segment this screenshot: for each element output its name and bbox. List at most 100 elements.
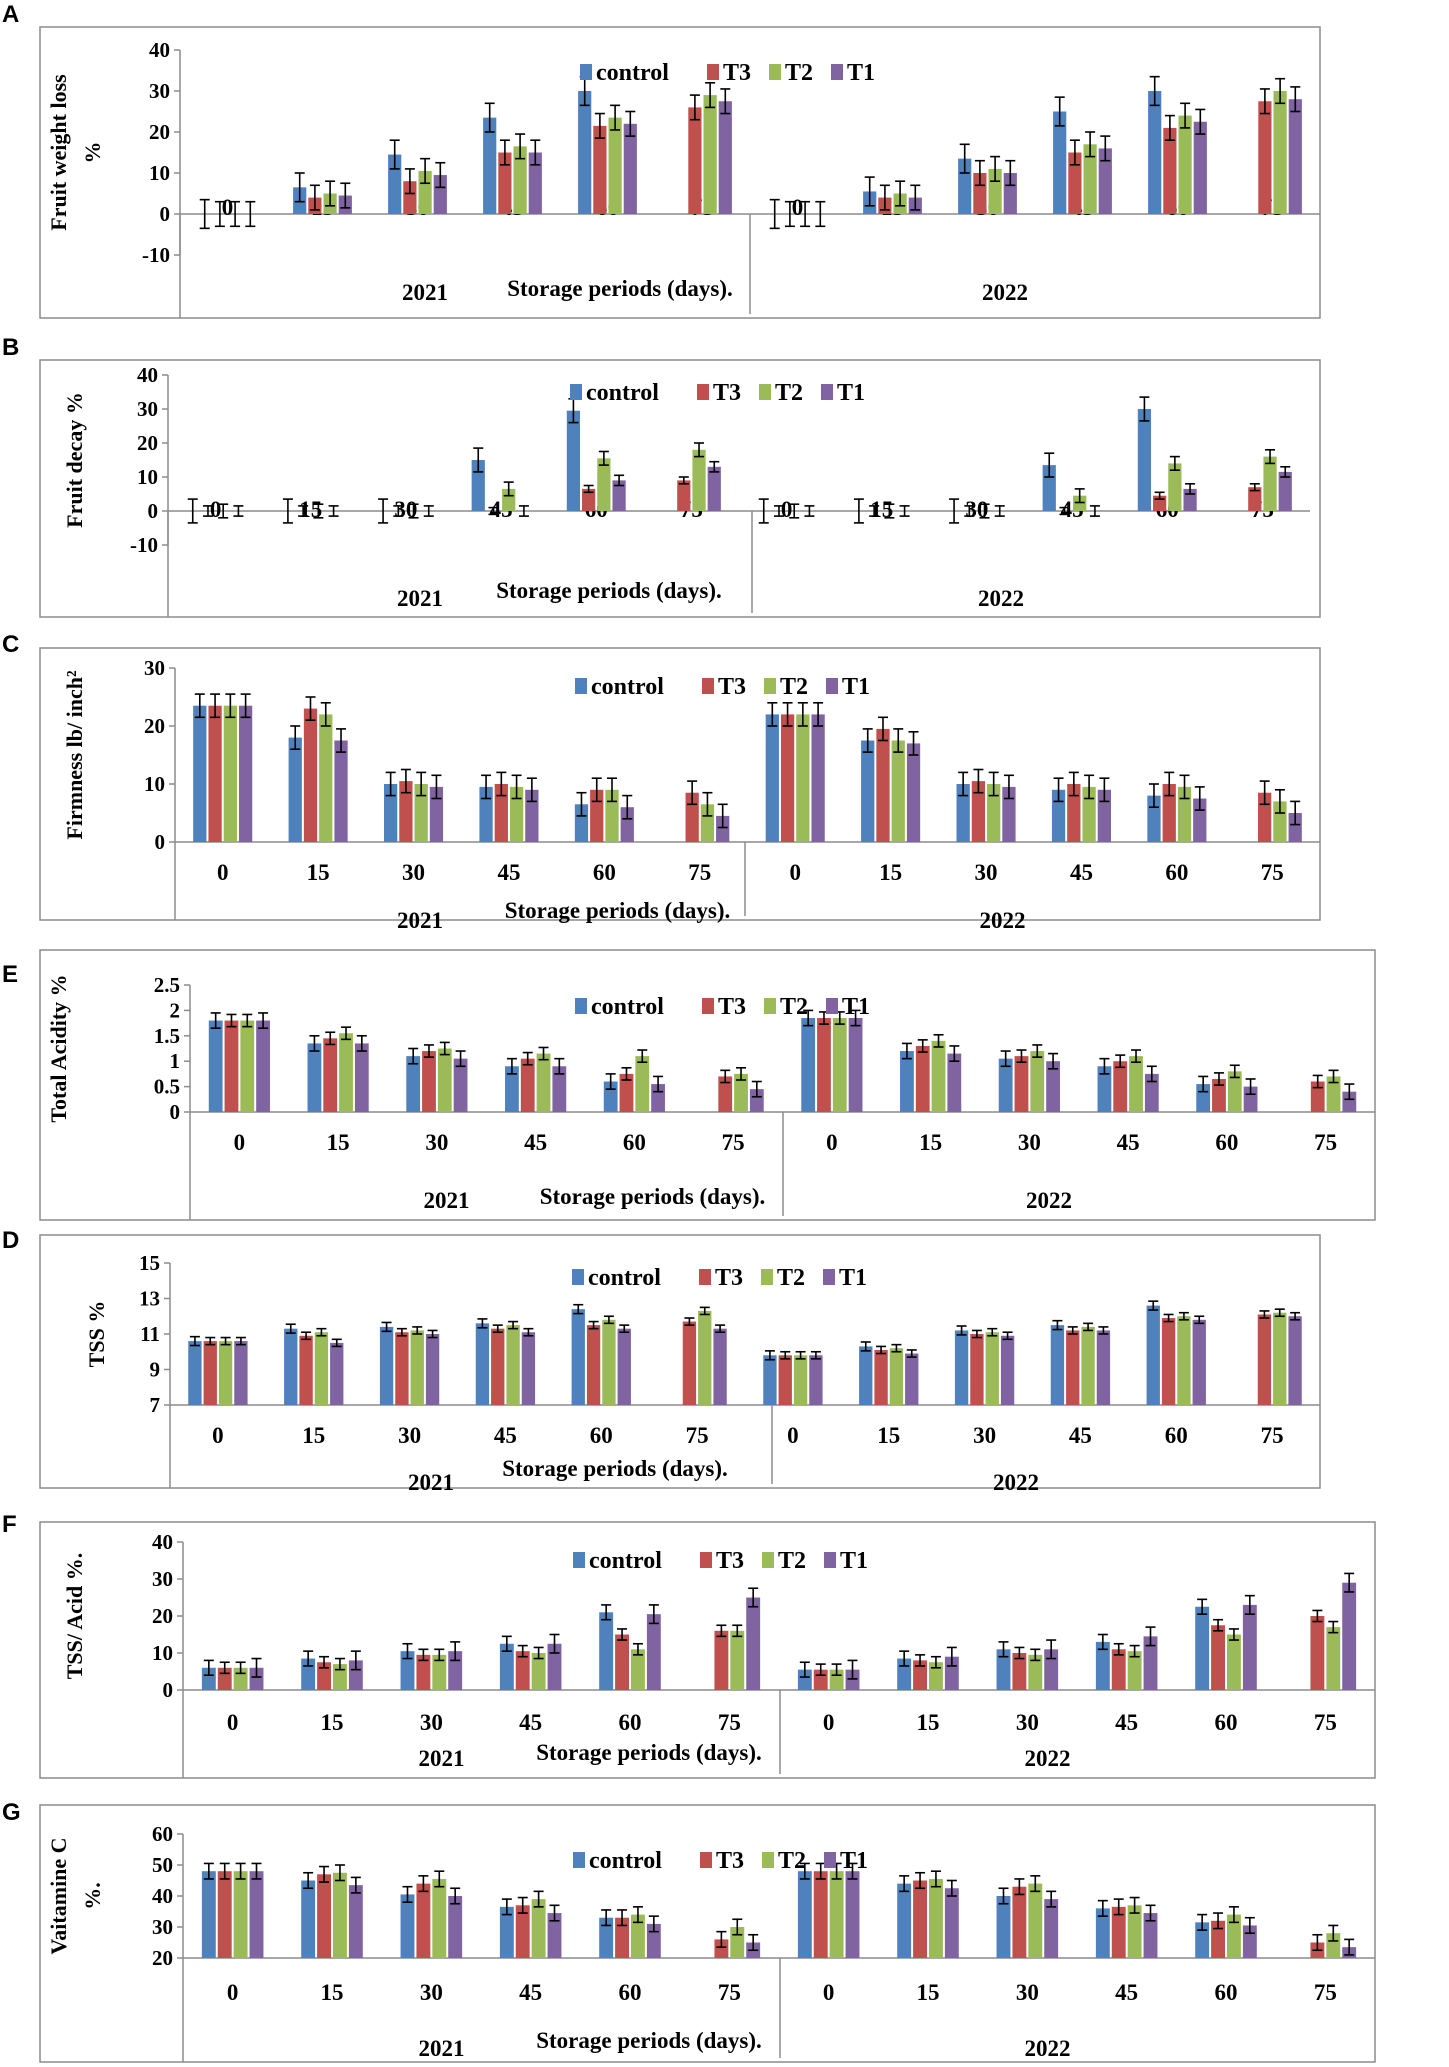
y-tick-label: 11 bbox=[140, 1322, 160, 1346]
bar-control bbox=[996, 1649, 1011, 1690]
year-label: 2022 bbox=[980, 908, 1026, 933]
bar-T2 bbox=[1326, 1933, 1341, 1958]
bar-T2 bbox=[1168, 463, 1182, 511]
x-axis-label: Storage periods (days). bbox=[536, 2028, 762, 2053]
legend-label: control bbox=[596, 60, 669, 86]
y-tick-label: 2 bbox=[170, 998, 181, 1022]
y-axis-label-text: %. bbox=[80, 1882, 105, 1910]
bar-T2 bbox=[536, 1053, 551, 1112]
bar-control bbox=[599, 1612, 614, 1690]
bar-T2 bbox=[891, 740, 905, 842]
bar-T3 bbox=[1310, 1081, 1325, 1112]
bar-T2 bbox=[597, 458, 611, 511]
bar-control bbox=[1195, 1606, 1210, 1690]
y-tick-label: 20 bbox=[144, 714, 165, 738]
bar-T3 bbox=[1012, 1653, 1027, 1690]
bar-T2 bbox=[631, 1914, 645, 1958]
bar-T2 bbox=[418, 170, 432, 214]
x-tick-label: 75 bbox=[1261, 860, 1284, 885]
x-tick-label: 30 bbox=[1018, 1130, 1041, 1155]
bar-T3 bbox=[217, 1871, 232, 1958]
legend-swatch-control bbox=[570, 384, 582, 400]
year-label: 2022 bbox=[1025, 1746, 1071, 1771]
y-axis-label: Fruit weight loss bbox=[46, 74, 71, 231]
bar-T1 bbox=[716, 815, 730, 842]
bar-T2 bbox=[1127, 1905, 1142, 1958]
x-tick-label: 60 bbox=[593, 860, 616, 885]
bar-T1 bbox=[547, 1643, 562, 1690]
legend-label: T2 bbox=[777, 1265, 805, 1291]
x-axis-label: Storage periods (days). bbox=[502, 1456, 728, 1481]
bar-T2 bbox=[502, 488, 516, 511]
legend-swatch-T3 bbox=[699, 1269, 711, 1285]
bar-control bbox=[505, 1066, 519, 1112]
chart-frame bbox=[39, 1804, 1376, 2063]
bar-T2 bbox=[531, 1653, 546, 1690]
bar-T2 bbox=[703, 95, 717, 214]
y-tick-label: 30 bbox=[144, 656, 165, 680]
legend-label: control bbox=[591, 674, 664, 700]
panel-letter: B bbox=[2, 334, 19, 361]
bar-T1 bbox=[944, 1888, 959, 1958]
x-tick-label: 45 bbox=[524, 1130, 547, 1155]
y-tick-label: 10 bbox=[144, 772, 165, 796]
panel-letter: D bbox=[2, 1227, 19, 1254]
bar-control bbox=[566, 410, 581, 511]
y-axis-label-text: Fruit weight loss bbox=[46, 74, 71, 231]
bar-T1 bbox=[1097, 789, 1111, 842]
bar-T2 bbox=[793, 1355, 808, 1405]
bar-T2 bbox=[1273, 91, 1287, 214]
x-axis-label: Storage periods (days). bbox=[496, 578, 722, 603]
bar-T2 bbox=[432, 1654, 447, 1690]
bar-T1 bbox=[1096, 1330, 1111, 1405]
legend-swatch-T2 bbox=[759, 384, 771, 400]
legend-label: T3 bbox=[715, 1265, 743, 1291]
y-axis-label: Fruit decay % bbox=[62, 392, 87, 528]
x-tick-label: 60 bbox=[619, 1710, 642, 1735]
bar-control bbox=[797, 1669, 812, 1690]
bar-T3 bbox=[615, 1634, 629, 1690]
bar-control bbox=[801, 1018, 816, 1112]
legend-label: T2 bbox=[778, 1548, 806, 1574]
bar-control bbox=[201, 1667, 216, 1690]
y-tick-label: 20 bbox=[152, 1604, 173, 1628]
bar-T3 bbox=[515, 1905, 530, 1958]
bar-T3 bbox=[317, 1874, 331, 1958]
bar-T2 bbox=[929, 1662, 943, 1690]
bar-T3 bbox=[203, 1341, 217, 1405]
bar-T3 bbox=[590, 789, 604, 842]
bar-T3 bbox=[1012, 1886, 1027, 1958]
bar-control bbox=[1095, 1641, 1110, 1690]
legend-swatch-T1 bbox=[831, 64, 843, 80]
y-axis-label-text: Fruit decay % bbox=[62, 392, 87, 528]
bar-control bbox=[1097, 1066, 1112, 1112]
x-tick-label: 30 bbox=[420, 1710, 443, 1735]
bar-T1 bbox=[811, 714, 825, 842]
x-tick-label: 45 bbox=[494, 1423, 517, 1448]
legend-swatch-T3 bbox=[697, 384, 709, 400]
bar-T3 bbox=[498, 152, 512, 214]
bar-T3 bbox=[714, 1630, 729, 1690]
bar-T3 bbox=[615, 1917, 629, 1958]
y-tick-label: 2.5 bbox=[154, 973, 180, 997]
bar-T2 bbox=[314, 1332, 329, 1405]
y-axis-label: Firmness lb/ inch² bbox=[62, 670, 87, 840]
x-tick-label: 30 bbox=[975, 860, 998, 885]
bar-T2 bbox=[531, 1899, 546, 1958]
bar-T1 bbox=[1044, 1899, 1059, 1958]
bar-T3 bbox=[1211, 1920, 1225, 1958]
y-tick-label: 0.5 bbox=[154, 1075, 180, 1099]
x-tick-label: 15 bbox=[307, 860, 330, 885]
bar-T2 bbox=[432, 1878, 447, 1958]
chart-frame bbox=[39, 949, 1376, 1221]
bar-T1 bbox=[1288, 813, 1302, 842]
legend-swatch-T1 bbox=[826, 998, 838, 1014]
panel-letter: F bbox=[2, 1511, 17, 1538]
bar-T2 bbox=[1082, 786, 1096, 842]
y-axis-label-line2: %. bbox=[80, 1882, 105, 1910]
y-axis-label: Total Acidity % bbox=[46, 974, 71, 1122]
